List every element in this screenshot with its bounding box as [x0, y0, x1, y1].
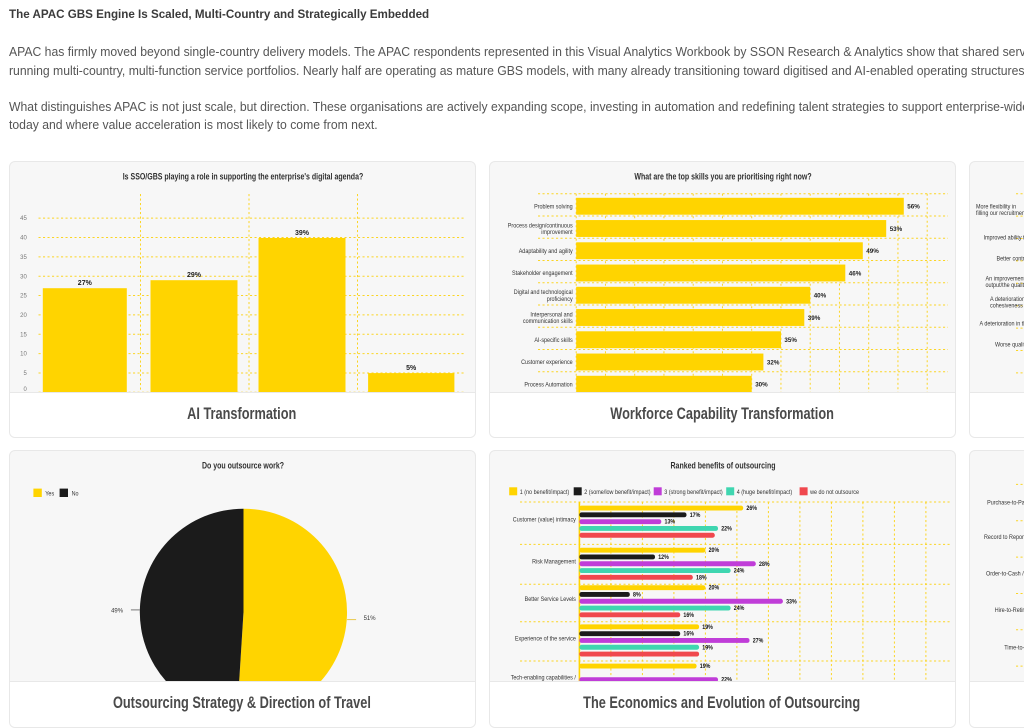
svg-text:5%: 5% [406, 365, 417, 372]
svg-text:40%: 40% [813, 293, 826, 300]
svg-text:Improved ability to attract: Improved ability to attract [983, 235, 1024, 242]
svg-text:16%: 16% [683, 611, 694, 618]
svg-text:49%: 49% [111, 607, 123, 614]
svg-text:Process Automation: Process Automation [524, 381, 573, 388]
svg-text:18%: 18% [696, 574, 707, 581]
svg-text:19%: 19% [699, 663, 710, 670]
svg-text:39%: 39% [294, 230, 309, 237]
svg-text:cohesiveness of teams: cohesiveness of teams [990, 303, 1024, 310]
svg-text:Experience of the service: Experience of the service [514, 635, 575, 642]
svg-text:Yes: Yes [45, 490, 54, 497]
svg-text:27%: 27% [77, 280, 92, 287]
svg-text:Adaptability and agility: Adaptability and agility [518, 248, 573, 255]
svg-text:Problem solving: Problem solving [534, 203, 573, 210]
svg-text:22%: 22% [721, 525, 732, 532]
svg-text:56%: 56% [907, 204, 920, 211]
svg-text:33%: 33% [786, 598, 797, 605]
svg-text:35: 35 [20, 255, 27, 261]
svg-text:Stakeholder engagement: Stakeholder engagement [512, 270, 573, 277]
svg-text:Do you outsource work?: Do you outsource work? [201, 460, 283, 470]
svg-text:45: 45 [20, 216, 27, 222]
svg-text:24%: 24% [733, 567, 744, 574]
svg-text:27%: 27% [752, 637, 763, 644]
svg-text:Is SSO/GBS playing a role in s: Is SSO/GBS playing a role in supporting … [122, 171, 363, 181]
svg-text:35%: 35% [784, 337, 797, 344]
svg-text:2 (some/low benefit/impact): 2 (some/low benefit/impact) [584, 488, 650, 495]
svg-text:Purchase-to-Pay (P2P): Purchase-to-Pay (P2P) [987, 499, 1024, 506]
svg-text:Worse quality of output: Worse quality of output [995, 342, 1024, 349]
svg-text:15: 15 [20, 332, 27, 338]
svg-text:AI-specific skills: AI-specific skills [534, 337, 572, 344]
svg-text:Better Service Levels: Better Service Levels [524, 596, 575, 603]
svg-text:24%: 24% [733, 605, 744, 612]
svg-text:32%: 32% [766, 359, 779, 366]
svg-text:16%: 16% [683, 630, 694, 637]
svg-text:30: 30 [20, 274, 27, 280]
svg-text:19%: 19% [702, 644, 713, 651]
svg-text:49%: 49% [866, 248, 879, 255]
svg-text:Customer (value) intimacy: Customer (value) intimacy [512, 516, 576, 523]
svg-text:No: No [71, 490, 78, 497]
svg-text:output/the quality of: output/the quality of [985, 282, 1024, 289]
svg-text:communication skills: communication skills [522, 318, 572, 325]
svg-text:Ranked benefits of outsourcing: Ranked benefits of outsourcing [670, 460, 775, 470]
svg-text:3 (strong benefit/impact): 3 (strong benefit/impact) [664, 488, 723, 495]
svg-text:Record to Report (R2R): Record to Report (R2R) [984, 534, 1024, 541]
svg-text:10: 10 [20, 352, 27, 358]
svg-text:Risk Management: Risk Management [532, 558, 576, 565]
svg-text:13%: 13% [664, 518, 675, 525]
svg-text:12%: 12% [658, 554, 669, 561]
svg-text:39%: 39% [807, 315, 820, 322]
svg-text:20%: 20% [708, 547, 719, 554]
svg-text:8%: 8% [633, 591, 641, 598]
svg-text:5: 5 [23, 371, 27, 377]
svg-text:improvement: improvement [541, 229, 573, 236]
svg-text:19%: 19% [702, 623, 713, 630]
svg-text:proficiency: proficiency [546, 296, 573, 303]
svg-text:40: 40 [20, 236, 27, 242]
svg-text:Customer experience: Customer experience [521, 359, 573, 366]
svg-text:4 (huge benefit/impact): 4 (huge benefit/impact) [736, 488, 792, 495]
svg-text:A deterioration in the quality: A deterioration in the quality [979, 321, 1024, 328]
svg-text:1 (no benefit/impact): 1 (no benefit/impact) [519, 488, 569, 495]
svg-text:Tech-enabling capabilities /: Tech-enabling capabilities / [510, 674, 575, 681]
svg-text:51%: 51% [363, 614, 375, 621]
svg-text:25: 25 [20, 294, 27, 300]
svg-text:30%: 30% [755, 382, 768, 389]
svg-text:26%: 26% [746, 505, 757, 512]
svg-text:20: 20 [20, 313, 27, 319]
svg-text:20%: 20% [708, 584, 719, 591]
svg-text:What are the top skills you ar: What are the top skills you are prioriti… [634, 171, 812, 181]
svg-text:46%: 46% [848, 270, 861, 277]
svg-text:28%: 28% [759, 560, 770, 567]
svg-text:Order-to-Cash / Billing: Order-to-Cash / Billing [986, 570, 1024, 577]
svg-text:we do not outsource: we do not outsource [809, 488, 859, 495]
svg-text:Better control over our: Better control over our [996, 256, 1024, 263]
svg-text:filling our recruitment: filling our recruitment [976, 210, 1024, 217]
svg-text:17%: 17% [689, 511, 700, 518]
svg-text:29%: 29% [187, 272, 202, 279]
svg-text:53%: 53% [889, 226, 902, 233]
svg-text:Hire-to-Retire (HR ops): Hire-to-Retire (HR ops) [994, 607, 1024, 614]
svg-text:Time-to-Fill (recruiting): Time-to-Fill (recruiting) [1004, 644, 1024, 651]
